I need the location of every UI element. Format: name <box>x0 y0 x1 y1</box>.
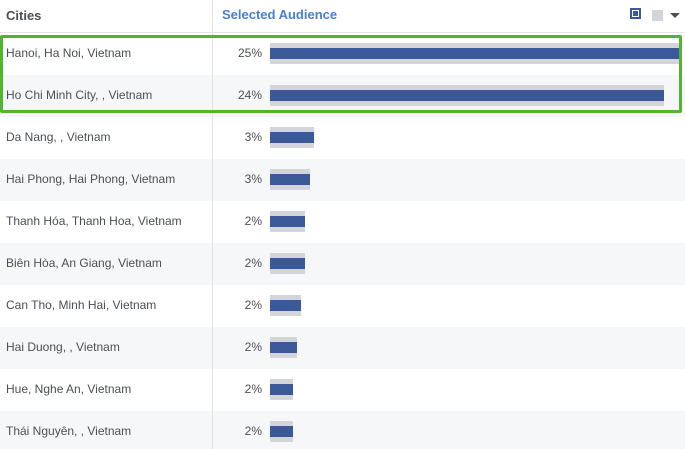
audience-percent: 2% <box>244 256 262 270</box>
table-row: Biên Hòa, An Giang, Vietnam 2% <box>0 243 685 285</box>
audience-percent: 3% <box>244 130 262 144</box>
table-row: Hue, Nghe An, Vietnam 2% <box>0 369 685 411</box>
column-divider <box>212 0 213 449</box>
audience-percent: 2% <box>244 340 262 354</box>
all-audience-swatch-icon[interactable] <box>652 10 663 21</box>
selected-audience-bar <box>270 258 305 269</box>
selected-audience-bar <box>270 132 314 143</box>
city-name: Hai Phong, Hai Phong, Vietnam <box>6 172 176 186</box>
selected-audience-bar <box>270 216 305 227</box>
table-row: Da Nang, , Vietnam 3% <box>0 117 685 159</box>
selected-audience-bar <box>270 384 293 395</box>
cities-column-header: Cities <box>6 8 42 23</box>
city-name: Thái Nguyên, , Vietnam <box>6 424 132 438</box>
table-row: Hai Phong, Hai Phong, Vietnam 3% <box>0 159 685 201</box>
audience-percent: 24% <box>237 88 262 102</box>
table-row: Ho Chi Minh City, , Vietnam 24% <box>0 75 685 117</box>
city-name: Biên Hòa, An Giang, Vietnam <box>6 256 162 270</box>
city-name: Hue, Nghe An, Vietnam <box>6 382 132 396</box>
table-row: Thái Nguyên, , Vietnam 2% <box>0 411 685 449</box>
caret-down-icon[interactable] <box>670 13 680 18</box>
city-name: Da Nang, , Vietnam <box>6 130 111 144</box>
selected-audience-bar <box>270 90 664 101</box>
selected-audience-header[interactable]: Selected Audience <box>222 7 338 22</box>
audience-percent: 25% <box>237 46 262 60</box>
table-header: Cities Selected Audience <box>0 0 685 33</box>
city-name: Ho Chi Minh City, , Vietnam <box>6 88 153 102</box>
selected-audience-swatch-icon[interactable] <box>630 8 641 19</box>
selected-audience-bar <box>270 300 301 311</box>
cities-list: Hanoi, Ha Noi, Vietnam 25% Ho Chi Minh Cit… <box>0 33 685 449</box>
selected-audience-bar <box>270 48 680 59</box>
city-name: Thanh Hóa, Thanh Hoa, Vietnam <box>6 214 182 228</box>
audience-percent: 2% <box>244 382 262 396</box>
audience-percent: 2% <box>244 424 262 438</box>
table-row: Hai Duong, , Vietnam 2% <box>0 327 685 369</box>
table-row: Thanh Hóa, Thanh Hoa, Vietnam 2% <box>0 201 685 243</box>
selected-audience-bar <box>270 342 297 353</box>
audience-percent: 2% <box>244 214 262 228</box>
audience-percent: 2% <box>244 298 262 312</box>
city-name: Hai Duong, , Vietnam <box>6 340 120 354</box>
audience-percent: 3% <box>244 172 262 186</box>
selected-audience-bar <box>270 426 293 437</box>
selected-audience-bar <box>270 174 310 185</box>
city-name: Can Tho, Minh Hai, Vietnam <box>6 298 157 312</box>
city-name: Hanoi, Ha Noi, Vietnam <box>6 46 132 60</box>
table-row: Hanoi, Ha Noi, Vietnam 25% <box>0 33 685 75</box>
table-row: Can Tho, Minh Hai, Vietnam 2% <box>0 285 685 327</box>
